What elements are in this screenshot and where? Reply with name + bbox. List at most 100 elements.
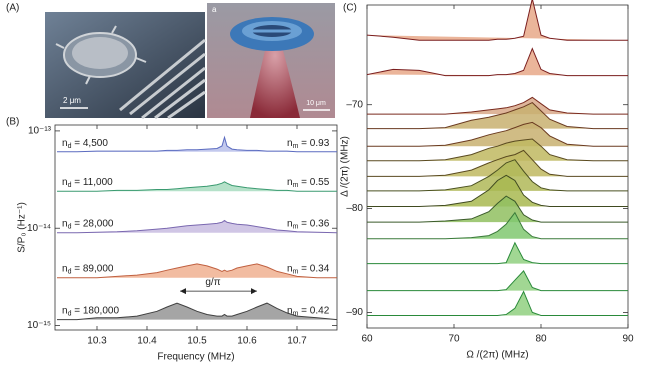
line [367,174,628,207]
label-part: = 11,000 [71,177,113,188]
label-part: n [62,137,68,148]
label-part: m [293,143,299,150]
trace-label: nd = 28,000 [62,218,114,231]
x-tick-label: 70 [448,334,460,345]
area [367,175,628,207]
y-axis-label: S/P₀ (Hz⁻¹) [17,202,28,253]
label-part: n [287,305,293,316]
area [367,97,628,115]
y-tick-label: –80 [346,203,363,214]
label-part: n [62,305,68,316]
plot-frame [366,4,629,329]
label-part: = 89,000 [71,263,113,274]
panel-label: (C) [343,3,357,14]
x-tick-label: 60 [361,334,373,345]
y-tick-label: 10⁻¹³ [28,126,52,137]
trace-label: nd = 4,500 [62,137,108,150]
trace-label: nm = 0.55 [287,177,330,190]
area [367,139,628,161]
y-tick-label: –70 [346,99,363,110]
trace-label: nm = 0.42 [287,305,330,318]
label-part: n [287,218,293,229]
x-axis-label: Ω /(2π) (MHz) [466,350,528,361]
x-tick-label: 10.6 [237,336,257,347]
annotation: g/π [205,277,220,288]
label-part: = 0.34 [298,263,329,274]
line [57,219,338,234]
area [57,181,337,192]
corner-label: a [212,5,217,14]
area [367,242,628,264]
line [367,138,628,162]
area [367,159,628,191]
line [366,47,628,77]
line [57,181,337,192]
trace-label: nm = 0.34 [287,263,330,276]
panel-b: 10.3 10.4 10.5 10.6 10.7 10⁻¹⁵ 10⁻¹⁴ 10⁻¹³ Frequ… [17,124,338,363]
line [367,159,628,192]
line [367,270,628,292]
area [367,122,628,147]
line [57,263,337,279]
trace-label: nm = 0.36 [287,218,330,231]
label-part: m [293,311,299,318]
label-part: m [293,269,299,276]
x-axis-label: Frequency (MHz) [157,352,234,363]
line [57,302,338,321]
line [366,0,628,41]
x-tick-label: 10.5 [187,336,207,347]
label-part: n [287,263,293,274]
label-part: d [68,143,72,150]
x-tick-label: 10.3 [87,336,107,347]
label-part: d [68,224,72,231]
label-part: m [293,183,299,190]
label-part: d [68,269,72,276]
scale-label: 2 μm [63,96,81,105]
label-part: = 4,500 [71,137,108,148]
area [57,220,337,233]
area [367,212,628,239]
line [57,135,337,153]
line [367,149,628,177]
scale-label: 10 μm [306,100,326,107]
area [367,196,628,223]
label-part: = 180,000 [71,305,119,316]
plot-frame [54,124,338,331]
label-part: n [62,177,68,188]
x-tick-label: 10.4 [137,336,157,347]
label-part: = 0.42 [298,305,329,316]
panel-c: 60 70 80 90 –90 –80 –70 Ω /(2π) (MHz) Δ /(2π) (M… [340,0,634,361]
label-part: d [68,183,72,190]
area [367,270,628,291]
photo-microtoroid: a 10 μm [207,3,335,118]
label-part: n [62,263,68,274]
area [367,48,628,76]
y-tick-label: 10⁻¹⁴ [27,223,51,234]
y-tick-label: –90 [346,307,363,318]
label-part: n [62,218,68,229]
label-part: = 28,000 [71,218,113,229]
line [367,241,628,265]
trace-label: nd = 89,000 [62,263,114,276]
line [367,195,628,223]
x-tick-label: 80 [535,334,547,345]
y-tick-label: 10⁻¹⁵ [27,320,51,331]
line [367,211,628,240]
label-part: = 0.93 [298,137,329,148]
line [367,101,628,130]
label-part: n [287,177,293,188]
line [367,121,628,147]
trace-label: nd = 11,000 [62,177,113,190]
x-tick-label: 10.7 [287,336,307,347]
trace-label: nm = 0.93 [287,137,330,150]
area [367,150,628,177]
label-part: m [293,224,299,231]
x-tick-label: 90 [622,334,634,345]
label-part: = 0.36 [298,218,329,229]
line [367,290,628,316]
trace-label: nd = 180,000 [62,305,119,318]
y-axis-label: Δ /(2π) (MHz) [340,136,351,197]
area [367,0,628,41]
photo-microdisk: 2 μm [45,12,206,120]
